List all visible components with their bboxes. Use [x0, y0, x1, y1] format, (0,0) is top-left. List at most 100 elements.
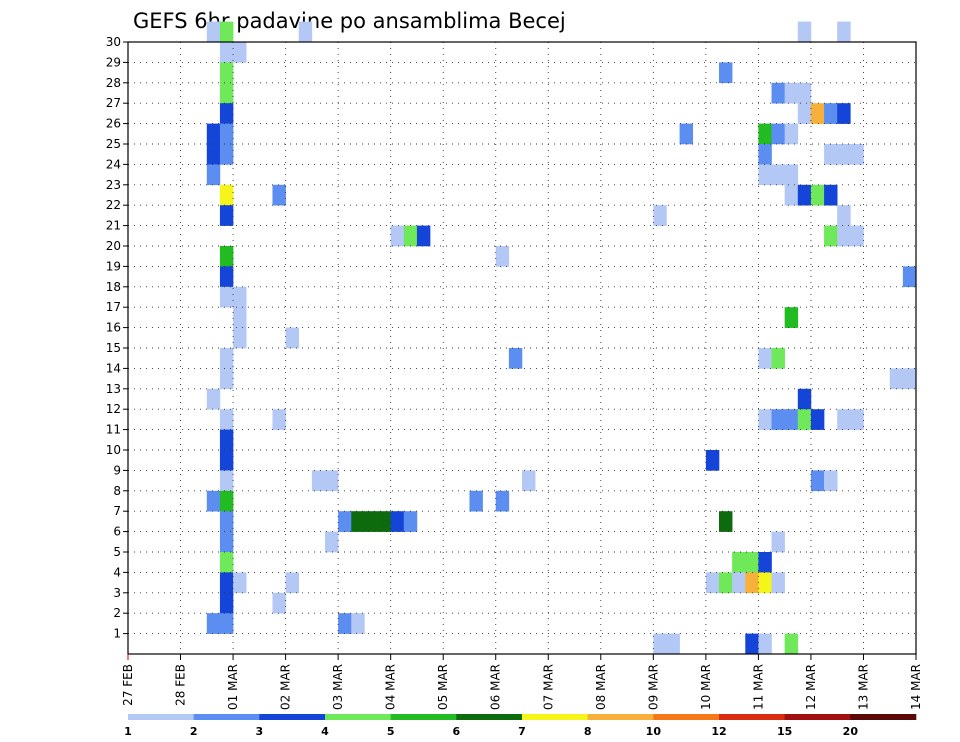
precipitation-cells	[206, 21, 917, 655]
precip-cell	[311, 470, 326, 492]
precip-cell	[824, 103, 838, 124]
precip-cell	[219, 144, 234, 165]
precip-cell	[390, 225, 405, 247]
y-tick-label: 15	[106, 341, 121, 355]
x-tick-label: 13 MAR	[856, 664, 870, 710]
precip-cell	[522, 470, 536, 492]
colorbar-swatch	[128, 714, 194, 720]
precip-cell	[771, 531, 785, 553]
precip-cell	[784, 409, 799, 430]
precip-cell	[219, 103, 234, 124]
precip-cell	[206, 21, 221, 43]
precip-cell	[784, 164, 799, 186]
precip-cell	[219, 266, 234, 288]
y-tick-label: 17	[106, 300, 121, 314]
precip-cell	[219, 123, 234, 145]
precip-cell	[837, 21, 851, 43]
colorbar-swatch	[522, 714, 588, 720]
precip-cell	[653, 205, 667, 226]
x-axis-ticks: 27 FEB 28 FEB 01 MAR 02 MAR 03 MAR 04 MAR 05 M…	[121, 654, 923, 710]
precip-cell	[758, 572, 772, 594]
y-tick-label: 9	[113, 463, 121, 477]
precip-cell	[810, 103, 825, 124]
x-tick-label: 10 MAR	[699, 664, 713, 710]
precip-cell	[784, 307, 799, 328]
precip-cell	[219, 572, 234, 594]
precip-cell	[219, 490, 234, 512]
y-tick-label: 2	[113, 606, 121, 620]
precip-cell	[206, 164, 221, 186]
colorbar-label: 2	[190, 725, 198, 738]
precip-cell	[758, 409, 772, 430]
y-tick-label: 29	[106, 55, 121, 69]
colorbar-label: 3	[256, 725, 264, 738]
y-tick-label: 26	[106, 117, 121, 131]
y-tick-label: 24	[106, 157, 121, 171]
precip-cell	[219, 511, 234, 532]
x-tick-label: 07 MAR	[541, 664, 555, 710]
precip-cell	[219, 21, 234, 43]
precip-cell	[758, 552, 772, 573]
x-tick-label: 12 MAR	[804, 664, 818, 710]
y-tick-label: 13	[106, 382, 121, 396]
y-tick-label: 11	[106, 423, 121, 437]
precip-cell	[771, 572, 785, 594]
colorbar-label: 8	[584, 725, 592, 738]
precip-cell	[219, 82, 234, 104]
precip-cell	[797, 409, 812, 430]
precip-cell	[771, 164, 785, 186]
precip-cell	[784, 633, 799, 655]
precip-cell	[508, 348, 523, 369]
precip-cell	[771, 123, 785, 145]
precip-cell	[758, 164, 772, 186]
precip-cell	[797, 103, 812, 124]
precip-cell	[233, 42, 247, 63]
y-tick-label: 5	[113, 545, 121, 559]
precip-cell	[233, 286, 247, 308]
precip-cell	[784, 123, 799, 145]
precip-cell	[719, 62, 733, 84]
precip-cell	[902, 368, 917, 390]
precip-cell	[679, 123, 694, 145]
x-tick-label: 28 FEB	[174, 664, 188, 706]
precip-cell	[771, 82, 785, 104]
precip-cell	[719, 511, 733, 532]
colorbar-label: 7	[518, 725, 526, 738]
precip-cell	[797, 82, 812, 104]
precip-cell	[824, 470, 838, 492]
colorbar-label: 4	[321, 725, 329, 738]
y-tick-label: 3	[113, 586, 121, 600]
x-tick-label: 03 MAR	[331, 664, 345, 710]
y-tick-label: 8	[113, 484, 121, 498]
precip-cell	[403, 225, 418, 247]
colorbar-swatch	[390, 714, 457, 720]
precip-cell	[219, 592, 234, 614]
precip-cell	[889, 368, 904, 390]
precip-cell	[219, 184, 234, 206]
x-tick-label: 14 MAR	[909, 664, 923, 710]
precip-cell	[850, 144, 864, 165]
precip-cell	[810, 470, 825, 492]
colorbar-legend: 1 2 3 4 5 6 7 8 10 12 15 20	[124, 714, 917, 738]
precip-cell	[233, 307, 247, 328]
precip-cell	[206, 613, 221, 634]
precip-cell	[298, 21, 313, 43]
precip-cell	[390, 511, 405, 532]
colorbar-label: 15	[777, 725, 792, 738]
colorbar-label: 20	[843, 725, 859, 738]
y-tick-label: 6	[113, 525, 121, 539]
precip-cell	[797, 388, 812, 410]
precip-cell	[219, 470, 234, 492]
y-tick-label: 22	[106, 198, 121, 212]
colorbar-swatch	[456, 714, 523, 720]
colorbar-swatch	[719, 714, 785, 720]
colorbar-label: 1	[124, 725, 132, 738]
precip-cell	[745, 552, 759, 573]
precip-cell	[219, 450, 234, 471]
precip-cell	[206, 388, 221, 410]
precip-cell	[837, 144, 851, 165]
precip-cell	[824, 225, 838, 247]
precip-cell	[364, 511, 378, 532]
precip-cell	[219, 42, 234, 63]
